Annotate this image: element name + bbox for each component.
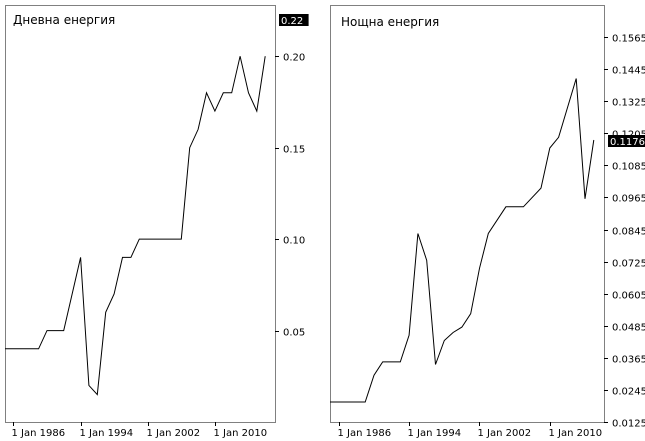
y-axis: 0.0125 0.0245 0.0365 0.0485 0.0605 0.0725 0.08… [604,34,645,430]
x-tick-label: 1 Jan 2002 [478,428,532,439]
series-line [330,78,595,403]
y-tick-label: 0.1445 [612,66,645,77]
chart-nighttime-energy: Нощна енергия 1 Jan 1986 1 Jan 1994 1 Jan … [330,5,645,439]
last-value-marker: 0.22 [279,14,309,27]
x-tick-label: 1 Jan 2010 [549,428,603,439]
x-tick-label: 1 Jan 1994 [408,428,462,439]
chart-daytime-energy: Дневна енергия 1 Jan 1986 1 Jan 1994 1 Jan… [5,5,309,439]
y-tick-label: 0.0245 [612,387,645,398]
data-series [5,56,266,396]
y-tick-label: 0.0845 [612,227,645,238]
y-tick-label: 0.0125 [612,419,645,430]
y-tick-label: 0.1565 [612,34,645,45]
y-tick-label: 0.1085 [612,162,645,173]
x-tick-label: 1 Jan 2002 [147,428,201,439]
x-axis: 1 Jan 1986 1 Jan 1994 1 Jan 2002 1 Jan 2010 [12,422,268,439]
last-value-box [279,14,309,26]
y-tick-label: 0.0365 [612,355,645,366]
y-tick-label: 0.15 [283,145,305,156]
y-tick-label: 0.10 [283,236,305,247]
y-tick-label: 0.1325 [612,98,645,109]
last-value-marker: 0.1176 [608,135,645,148]
y-axis: 0.05 0.10 0.15 0.20 [275,53,305,339]
y-tick-label: 0.0605 [612,291,645,302]
y-tick-label: 0.05 [283,328,305,339]
plot-area [5,5,276,423]
last-value-box [608,135,645,147]
y-tick-label: 0.0965 [612,194,645,205]
y-tick-label: 0.0485 [612,323,645,334]
last-value-label: 0.22 [281,16,303,27]
x-tick-label: 1 Jan 1986 [338,428,392,439]
data-series [330,78,595,403]
chart-title: Дневна енергия [13,13,115,27]
x-tick-label: 1 Jan 2010 [214,428,268,439]
series-line [5,56,266,396]
y-tick-label: 0.20 [283,53,305,64]
last-value-label: 0.1176 [610,137,645,148]
x-tick-label: 1 Jan 1994 [80,428,134,439]
x-axis: 1 Jan 1986 1 Jan 1994 1 Jan 2002 1 Jan 2010 [338,422,603,439]
x-tick-label: 1 Jan 1986 [12,428,66,439]
y-tick-label: 0.0725 [612,259,645,270]
chart-title: Нощна енергия [341,15,439,29]
plot-area [330,5,605,423]
